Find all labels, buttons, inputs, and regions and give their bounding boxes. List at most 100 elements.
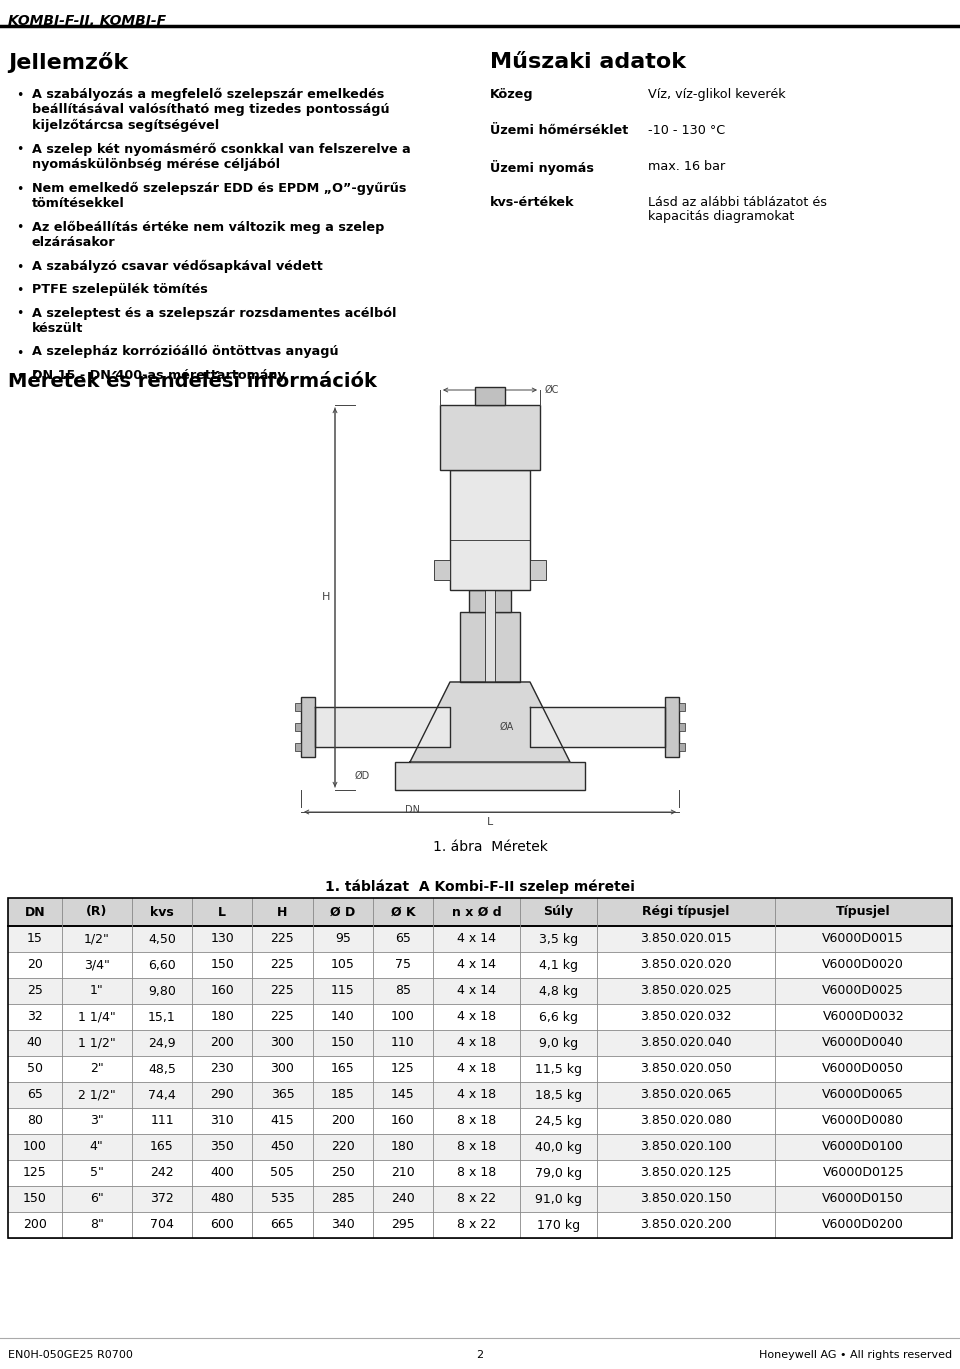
Text: 1": 1" [90,984,104,998]
Text: 105: 105 [331,958,354,972]
Text: V6000D0020: V6000D0020 [823,958,904,972]
Text: 125: 125 [23,1166,47,1180]
Text: készült: készült [32,322,84,335]
Text: 8 x 18: 8 x 18 [457,1114,496,1128]
Text: V6000D0050: V6000D0050 [823,1062,904,1076]
Text: nyomáskülönbség mérése céljából: nyomáskülönbség mérése céljából [32,157,280,171]
Text: 225: 225 [271,984,295,998]
Text: 1. táblázat  A Kombi-F-II szelep méretei: 1. táblázat A Kombi-F-II szelep méretei [325,880,635,894]
Text: 4,8 kg: 4,8 kg [540,984,578,998]
Text: 3.850.020.040: 3.850.020.040 [640,1036,732,1050]
Text: 2": 2" [90,1062,104,1076]
Bar [460,612,520,682]
Text: Honeywell AG • All rights reserved: Honeywell AG • All rights reserved [758,1350,952,1359]
Text: L: L [487,817,493,827]
Text: V6000D0125: V6000D0125 [823,1166,904,1180]
Text: 24,9: 24,9 [148,1036,176,1050]
Text: •: • [16,222,23,234]
Bar [434,560,450,580]
Text: 65: 65 [396,932,411,946]
Text: 250: 250 [331,1166,354,1180]
Text: A szelep két nyomásmérő csonkkal van felszerelve a: A szelep két nyomásmérő csonkkal van fel… [32,142,411,156]
Bar [475,387,505,405]
Text: 4 x 14: 4 x 14 [457,932,496,946]
Text: 40: 40 [27,1036,42,1050]
Text: 310: 310 [210,1114,234,1128]
Text: 6,60: 6,60 [148,958,176,972]
Text: 150: 150 [331,1036,354,1050]
Text: kvs-értékek: kvs-értékek [490,196,574,209]
Bar [440,405,540,470]
Text: 8": 8" [90,1218,104,1232]
Text: 600: 600 [210,1218,234,1232]
Bar [8,1160,952,1186]
Text: ØA: ØA [500,721,515,732]
Text: 3.850.020.125: 3.850.020.125 [640,1166,732,1180]
Text: •: • [16,308,23,320]
Text: 200: 200 [331,1114,354,1128]
Text: 15: 15 [27,932,42,946]
Bar [8,898,952,925]
Text: 8 x 22: 8 x 22 [457,1192,496,1206]
Text: A szabályzó csavar védősapkával védett: A szabályzó csavar védősapkával védett [32,260,323,272]
Text: A szabályozás a megfelelő szelepszár emelkedés: A szabályozás a megfelelő szelepszár eme… [32,88,384,101]
Bar [8,1029,952,1055]
Bar [301,697,315,757]
Text: elzárásakor: elzárásakor [32,235,115,249]
Text: 111: 111 [150,1114,174,1128]
Text: •: • [16,370,23,383]
Text: 115: 115 [331,984,354,998]
Text: 3.850.020.025: 3.850.020.025 [640,984,732,998]
Text: 5": 5" [90,1166,104,1180]
Bar [8,1055,952,1082]
Text: 300: 300 [271,1062,295,1076]
Text: 80: 80 [27,1114,43,1128]
Text: A szeleptest és a szelepszár rozsdamentes acélból: A szeleptest és a szelepszár rozsdamente… [32,307,396,319]
Bar [8,977,952,1003]
Text: 3.850.020.200: 3.850.020.200 [640,1218,732,1232]
Text: 25: 25 [27,984,42,998]
Text: n x Ø d: n x Ø d [452,905,501,919]
Text: 48,5: 48,5 [148,1062,176,1076]
Text: DN 15 - DN 400-as mérettartomány: DN 15 - DN 400-as mérettartomány [32,370,286,382]
Text: 3.850.020.150: 3.850.020.150 [640,1192,732,1206]
Text: ØC: ØC [545,385,560,396]
Text: 8 x 22: 8 x 22 [457,1218,496,1232]
Text: 160: 160 [210,984,234,998]
Text: 4 x 18: 4 x 18 [457,1062,496,1076]
Text: 145: 145 [391,1088,415,1102]
Text: Ø K: Ø K [391,905,416,919]
Text: 1 1/4": 1 1/4" [78,1010,115,1024]
Text: Méretek és rendelési információk: Méretek és rendelési információk [8,372,377,392]
Text: kvs: kvs [150,905,174,919]
Text: 665: 665 [271,1218,295,1232]
Bar [8,1108,952,1134]
Text: 165: 165 [150,1140,174,1154]
Text: 100: 100 [23,1140,47,1154]
Text: •: • [16,144,23,156]
Text: 3,5 kg: 3,5 kg [540,932,578,946]
Text: 180: 180 [210,1010,234,1024]
Text: 480: 480 [210,1192,234,1206]
Text: V6000D0200: V6000D0200 [823,1218,904,1232]
Text: V6000D0015: V6000D0015 [823,932,904,946]
Text: 180: 180 [391,1140,415,1154]
Text: 2 1/2": 2 1/2" [78,1088,115,1102]
Text: 210: 210 [391,1166,415,1180]
Text: 140: 140 [331,1010,354,1024]
Text: 4 x 18: 4 x 18 [457,1036,496,1050]
Text: 4,1 kg: 4,1 kg [540,958,578,972]
Text: 170 kg: 170 kg [537,1218,580,1232]
Text: •: • [16,182,23,196]
Text: 3.850.020.065: 3.850.020.065 [640,1088,732,1102]
Bar [8,1134,952,1160]
Text: (R): (R) [86,905,108,919]
Text: 230: 230 [210,1062,234,1076]
Bar [8,925,952,951]
Text: 4 x 14: 4 x 14 [457,984,496,998]
Text: 200: 200 [23,1218,47,1232]
Text: 3.850.020.015: 3.850.020.015 [640,932,732,946]
Text: 450: 450 [271,1140,295,1154]
Text: 3.850.020.020: 3.850.020.020 [640,958,732,972]
Bar [469,590,511,612]
